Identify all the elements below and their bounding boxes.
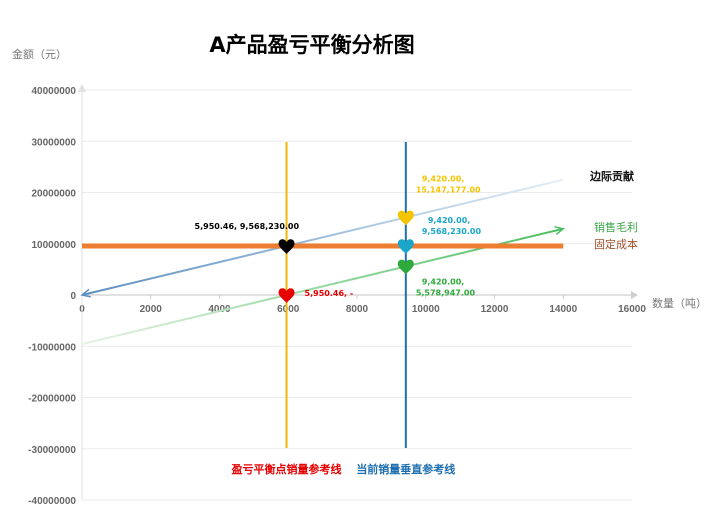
x-tick-label: 14000: [549, 304, 577, 315]
y-tick-label: 20000000: [32, 189, 77, 200]
data-point-marker: [278, 288, 295, 303]
y-axis-label: 金额（元）: [12, 47, 67, 61]
data-point-label: 5,578,947.00: [416, 288, 476, 297]
x-tick-label: 12000: [481, 304, 509, 315]
data-point-marker: [278, 239, 295, 254]
reference-line-label: 盈亏平衡点销量参考线: [231, 462, 342, 476]
data-point-marker: [397, 239, 414, 254]
y-axis-arrow: [78, 84, 86, 92]
y-tick-label: -40000000: [28, 496, 76, 507]
y-tick-label: 30000000: [32, 137, 77, 148]
series-label: 销售毛利: [594, 220, 638, 234]
data-point-label: 9,568,230.00: [422, 227, 482, 236]
data-point-label: 5,950.46, 9,568,230.00: [195, 222, 300, 231]
data-point-label: 15,147,177.00: [416, 185, 481, 194]
series-arrowhead: [80, 288, 91, 298]
x-tick-label: 10000: [412, 304, 440, 315]
y-tick-label: 40000000: [32, 86, 77, 97]
x-tick-label: 2000: [140, 304, 163, 315]
data-point-label: 9,420.00,: [428, 216, 471, 225]
series-line: [81, 178, 564, 296]
y-tick-label: -20000000: [28, 394, 76, 405]
series-arrowhead: [554, 226, 565, 236]
series-label: 固定成本: [594, 237, 638, 251]
y-tick-label: 0: [70, 291, 76, 302]
reference-line-label: 当前销量垂直参考线: [356, 462, 455, 476]
data-point-label: 5,950.46, -: [305, 289, 354, 298]
x-tick-label: 16000: [618, 304, 646, 315]
data-point-label: 9,420.00,: [422, 174, 465, 183]
x-tick-label: 4000: [208, 304, 231, 315]
chart-title: A产品盈亏平衡分析图: [209, 33, 414, 57]
x-tick-label: 8000: [346, 304, 369, 315]
y-tick-label: 10000000: [32, 240, 77, 251]
x-axis-label: 数量（吨）: [652, 297, 707, 310]
data-point-marker: [397, 259, 414, 275]
data-point-marker: [397, 210, 414, 226]
x-axis-arrow: [631, 291, 638, 299]
x-tick-label: 6000: [277, 304, 300, 315]
series-label: 边际贡献: [589, 169, 634, 183]
y-tick-label: -30000000: [28, 445, 76, 456]
y-tick-label: -10000000: [28, 342, 76, 353]
data-point-label: 9,420.00,: [422, 277, 465, 286]
